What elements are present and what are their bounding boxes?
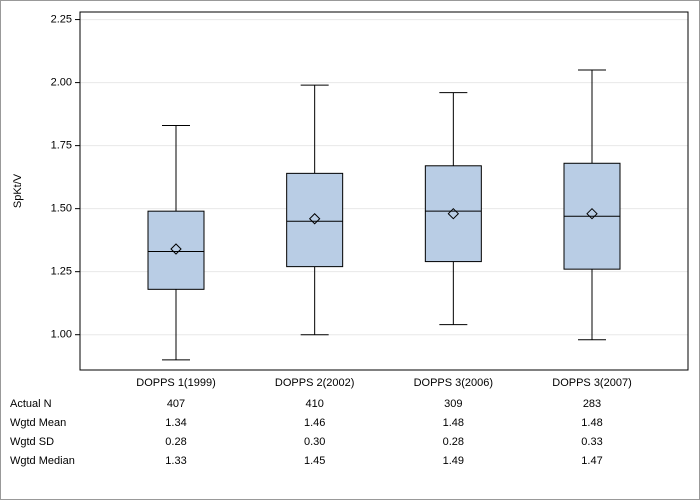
y-tick-label: 1.00	[51, 329, 72, 341]
plot-frame	[79, 11, 689, 371]
x-tick-label: DOPPS 1(1999)	[136, 377, 215, 389]
x-tick-label: DOPPS 3(2006)	[414, 377, 493, 389]
table-cell: 1.49	[443, 455, 464, 467]
y-tick-label: 1.75	[51, 140, 72, 152]
y-tick-label: 2.00	[51, 76, 72, 88]
y-axis-label: SpKt/V	[12, 173, 24, 208]
table-row-label: Wgtd Median	[10, 455, 75, 467]
table-cell: 0.28	[443, 436, 464, 448]
table-cell: 1.34	[165, 417, 186, 429]
table-cell: 283	[583, 398, 601, 410]
table-cell: 0.28	[165, 436, 186, 448]
table-row-label: Wgtd SD	[10, 436, 54, 448]
x-tick-label: DOPPS 3(2007)	[552, 377, 631, 389]
mean-marker	[170, 243, 182, 255]
box	[147, 210, 205, 290]
mean-marker	[447, 207, 460, 220]
y-tick-label: 1.50	[51, 203, 72, 215]
table-cell: 410	[305, 398, 323, 410]
table-row-label: Wgtd Mean	[10, 417, 66, 429]
box	[424, 165, 482, 263]
mean-marker	[586, 207, 598, 220]
table-row-label: Actual N	[10, 398, 52, 410]
box	[286, 172, 344, 268]
y-tick-label: 2.25	[51, 13, 72, 25]
table-cell: 0.33	[581, 436, 602, 448]
mean-marker	[308, 213, 321, 225]
table-cell: 1.33	[165, 455, 186, 467]
y-tick-label: 1.25	[51, 266, 72, 278]
table-cell: 1.47	[581, 455, 602, 467]
table-cell: 407	[167, 398, 185, 410]
x-tick-label: DOPPS 2(2002)	[275, 377, 354, 389]
table-cell: 1.48	[443, 417, 464, 429]
table-cell: 1.45	[304, 455, 325, 467]
table-cell: 1.48	[581, 417, 602, 429]
table-cell: 0.30	[304, 436, 325, 448]
table-cell: 309	[444, 398, 462, 410]
table-cell: 1.46	[304, 417, 325, 429]
